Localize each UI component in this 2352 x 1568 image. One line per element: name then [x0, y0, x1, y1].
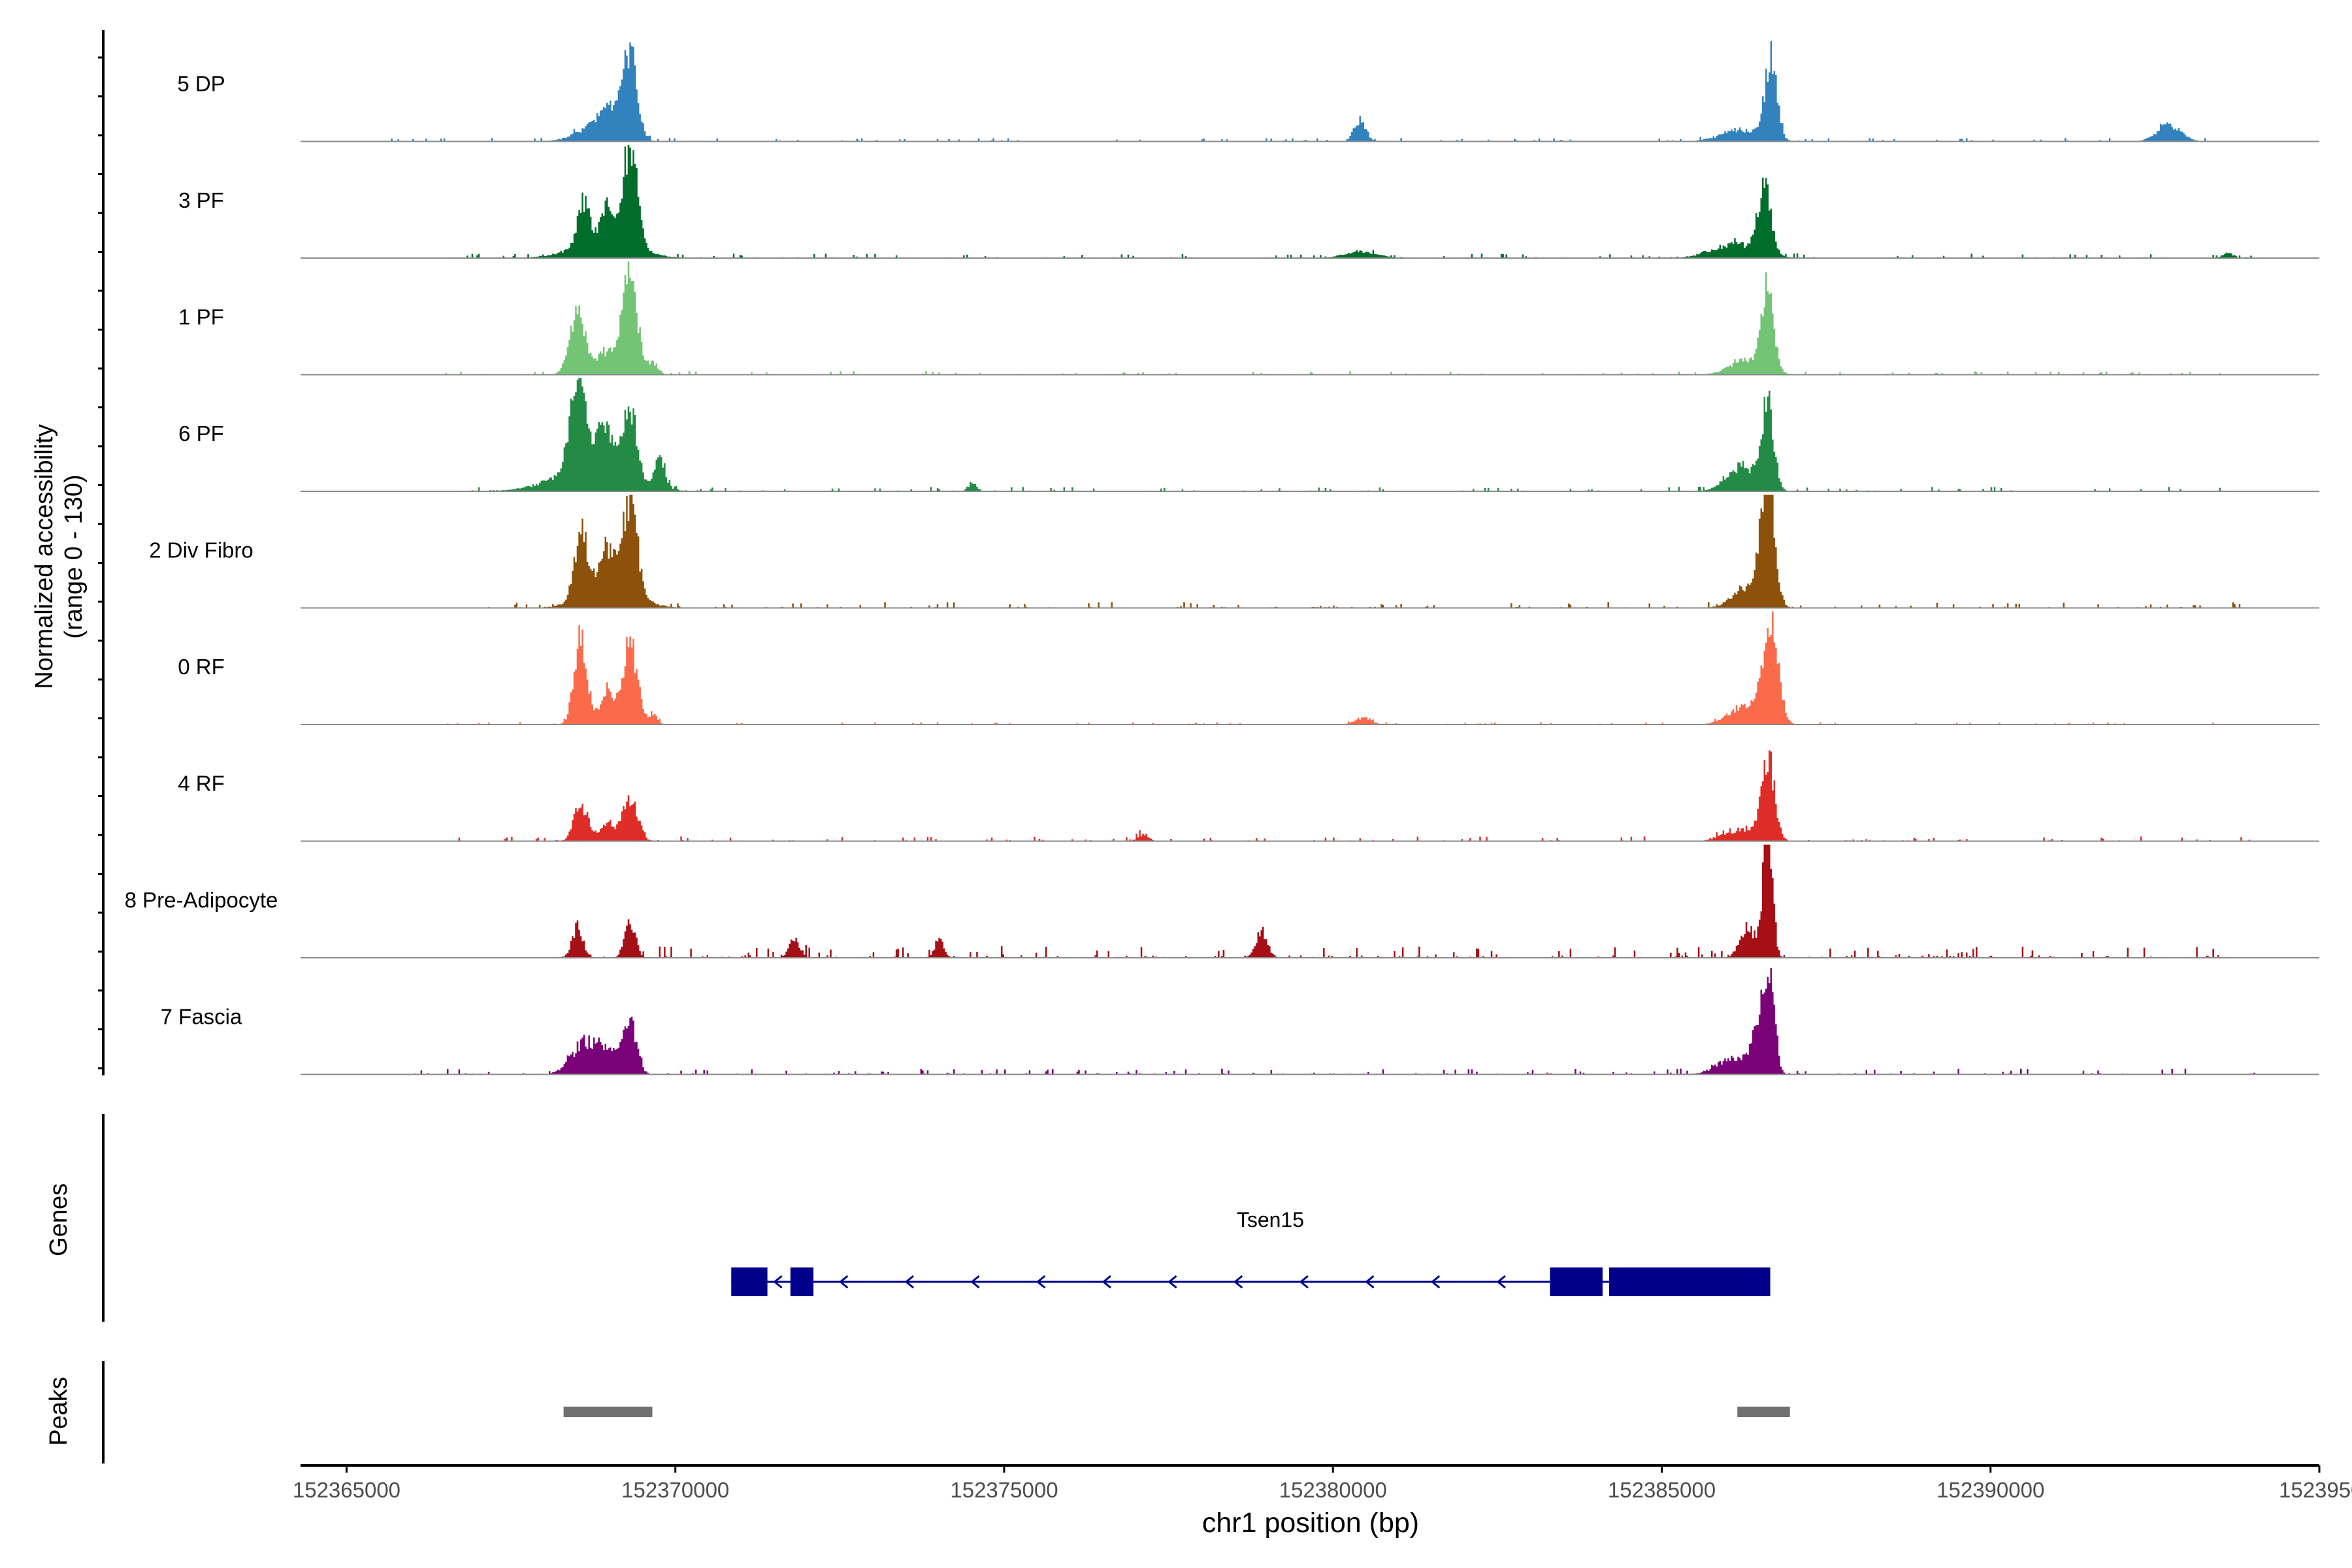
track-0-rf: 0 RF — [178, 611, 2319, 725]
track-5-dp: 5 DP — [177, 41, 2319, 142]
strand-arrow — [1233, 1275, 1243, 1289]
x-tick-label: 152365000 — [293, 1478, 400, 1502]
peaks-panel-label: Peaks — [45, 1377, 73, 1446]
coverage-area — [301, 750, 2319, 841]
strand-arrow — [1168, 1275, 1177, 1289]
gene-panel: Tsen15 — [102, 1114, 1771, 1322]
x-axis: 152365000 152370000 152375000 152380000 1523… — [293, 1464, 2352, 1502]
track-label: 4 RF — [178, 772, 225, 796]
x-tick-label: 1523950 — [2279, 1478, 2352, 1502]
strand-arrow — [1299, 1275, 1309, 1289]
track-2-div-fibro: 2 Div Fibro — [149, 495, 2319, 609]
track-6-pf: 6 PF — [178, 378, 2319, 492]
track-label: 6 PF — [178, 421, 224, 446]
x-tick-label: 152370000 — [621, 1478, 729, 1502]
strand-arrow — [773, 1275, 783, 1289]
x-tick-label: 152375000 — [950, 1478, 1058, 1502]
gene-exon — [1609, 1267, 1771, 1296]
coverage-area — [301, 844, 2319, 958]
coverage-tracks: 5 DP 3 PF 1 PF 6 PF 2 Div Fibro 0 RF 4 RF 8 Pre… — [125, 41, 2319, 1075]
track-label: 5 DP — [177, 72, 225, 96]
coverage-area — [301, 144, 2319, 258]
coverage-area — [301, 41, 2319, 142]
track-label: 8 Pre-Adipocyte — [125, 888, 278, 912]
track-label: 1 PF — [178, 305, 224, 329]
strand-arrow — [1496, 1275, 1506, 1289]
track-3-pf: 3 PF — [178, 144, 2319, 259]
track-1-pf: 1 PF — [178, 261, 2319, 376]
track-label: 3 PF — [178, 188, 224, 212]
strand-arrow — [970, 1275, 980, 1289]
track-label: 2 Div Fibro — [149, 538, 253, 563]
coverage-area — [301, 378, 2319, 491]
coverage-area — [301, 968, 2319, 1075]
gene-exon — [1550, 1267, 1603, 1296]
genes-panel-label: Genes — [45, 1183, 73, 1256]
strand-arrow — [1102, 1275, 1111, 1289]
track-4-rf: 4 RF — [178, 750, 2319, 842]
coverage-area — [301, 611, 2319, 725]
track-7-fascia: 7 Fascia — [161, 968, 2319, 1075]
strand-arrow — [1036, 1275, 1046, 1289]
strand-arrow — [1365, 1275, 1375, 1289]
strand-arrow — [904, 1275, 914, 1289]
gene-exon — [731, 1267, 768, 1296]
gene-exon — [790, 1267, 814, 1296]
peaks-panel — [102, 1361, 1790, 1463]
x-axis-title: chr1 position (bp) — [1202, 1507, 1419, 1539]
x-tick-label: 152390000 — [1936, 1478, 2044, 1502]
strand-arrow — [839, 1275, 849, 1289]
gene-name-label: Tsen15 — [1237, 1208, 1304, 1232]
track-label: 7 Fascia — [161, 1005, 242, 1029]
strand-arrow — [1430, 1275, 1441, 1289]
track-label: 0 RF — [178, 655, 225, 679]
coverage-area — [301, 495, 2319, 608]
track-8-pre-adipocyte: 8 Pre-Adipocyte — [125, 844, 2319, 958]
x-tick-label: 152380000 — [1279, 1478, 1387, 1502]
y-axis — [98, 30, 105, 1075]
y-axis-range: (range 0 - 130) — [60, 474, 88, 638]
peak-region — [1737, 1407, 1790, 1417]
peak-region — [563, 1407, 653, 1417]
y-axis-title: Normalized accessibility — [31, 424, 58, 689]
coverage-area — [301, 261, 2319, 375]
x-tick-label: 152385000 — [1608, 1478, 1716, 1502]
